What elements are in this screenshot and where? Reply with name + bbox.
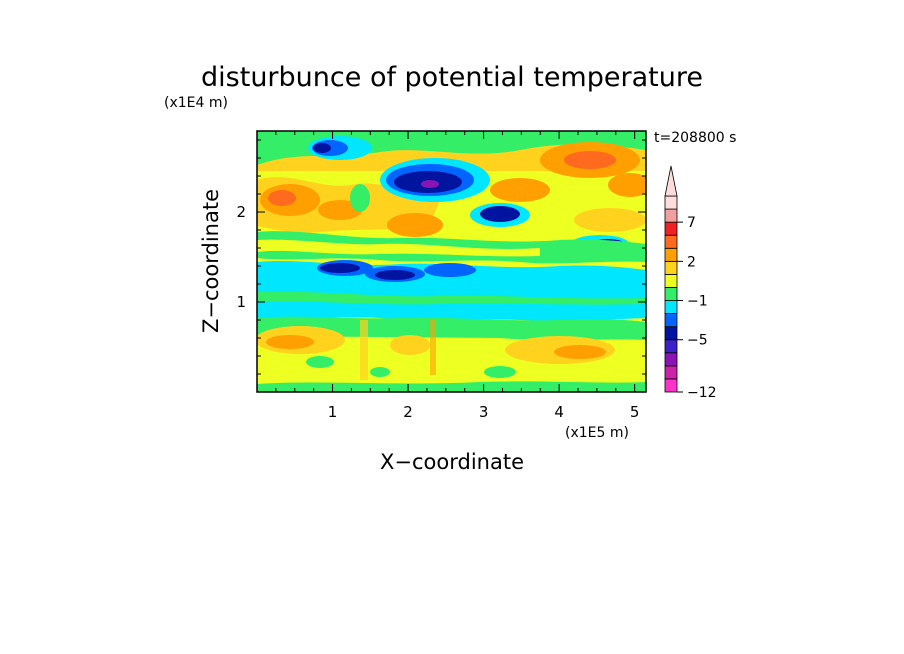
chart-title: disturbunce of potential temperature	[201, 62, 703, 93]
x-unit-label: (x1E5 m)	[565, 425, 629, 441]
colorbar-swatch	[664, 313, 678, 328]
y-tick-label: 1	[236, 293, 246, 311]
x-tick-label: 2	[403, 403, 413, 421]
time-label: t=208800 s	[654, 130, 736, 146]
y-tick-label: 2	[236, 203, 246, 221]
colorbar-swatch	[664, 221, 678, 236]
colorbar-swatch	[664, 326, 678, 341]
y-axis-label: Z−coordinate	[199, 189, 223, 333]
x-tick-label: 1	[328, 403, 338, 421]
colorbar-swatch	[664, 195, 678, 210]
colorbar-swatch	[664, 287, 678, 301]
axes: 1 2 3 4 5 1 2	[236, 131, 646, 421]
x-tick-label: 4	[554, 403, 564, 421]
colorbar-swatch	[664, 208, 678, 223]
colorbar-swatch	[664, 300, 678, 314]
y-unit-label: (x1E4 m)	[164, 95, 228, 111]
plot-frame	[256, 130, 647, 393]
colorbar-swatch	[664, 378, 678, 393]
colorbar-label: 7	[687, 215, 696, 231]
colorbar: −12−5−127	[664, 165, 717, 401]
colorbar-label: −12	[687, 385, 717, 401]
colorbar-swatch	[664, 247, 678, 262]
x-tick-label: 3	[479, 403, 489, 421]
colorbar-swatch	[664, 365, 678, 380]
colorbar-swatch	[664, 234, 678, 249]
contour-field	[257, 131, 646, 392]
colorbar-swatch	[664, 260, 678, 275]
colorbar-extend-arrow	[664, 165, 678, 197]
colorbar-label: −1	[687, 294, 708, 310]
colorbar-label: −5	[687, 333, 708, 349]
x-tick-label: 5	[630, 403, 640, 421]
colorbar-swatch	[664, 339, 678, 354]
colorbar-label: 2	[687, 254, 696, 270]
colorbar-swatch	[664, 273, 678, 288]
colorbar-swatch	[664, 352, 678, 367]
x-axis-label: X−coordinate	[380, 450, 524, 474]
